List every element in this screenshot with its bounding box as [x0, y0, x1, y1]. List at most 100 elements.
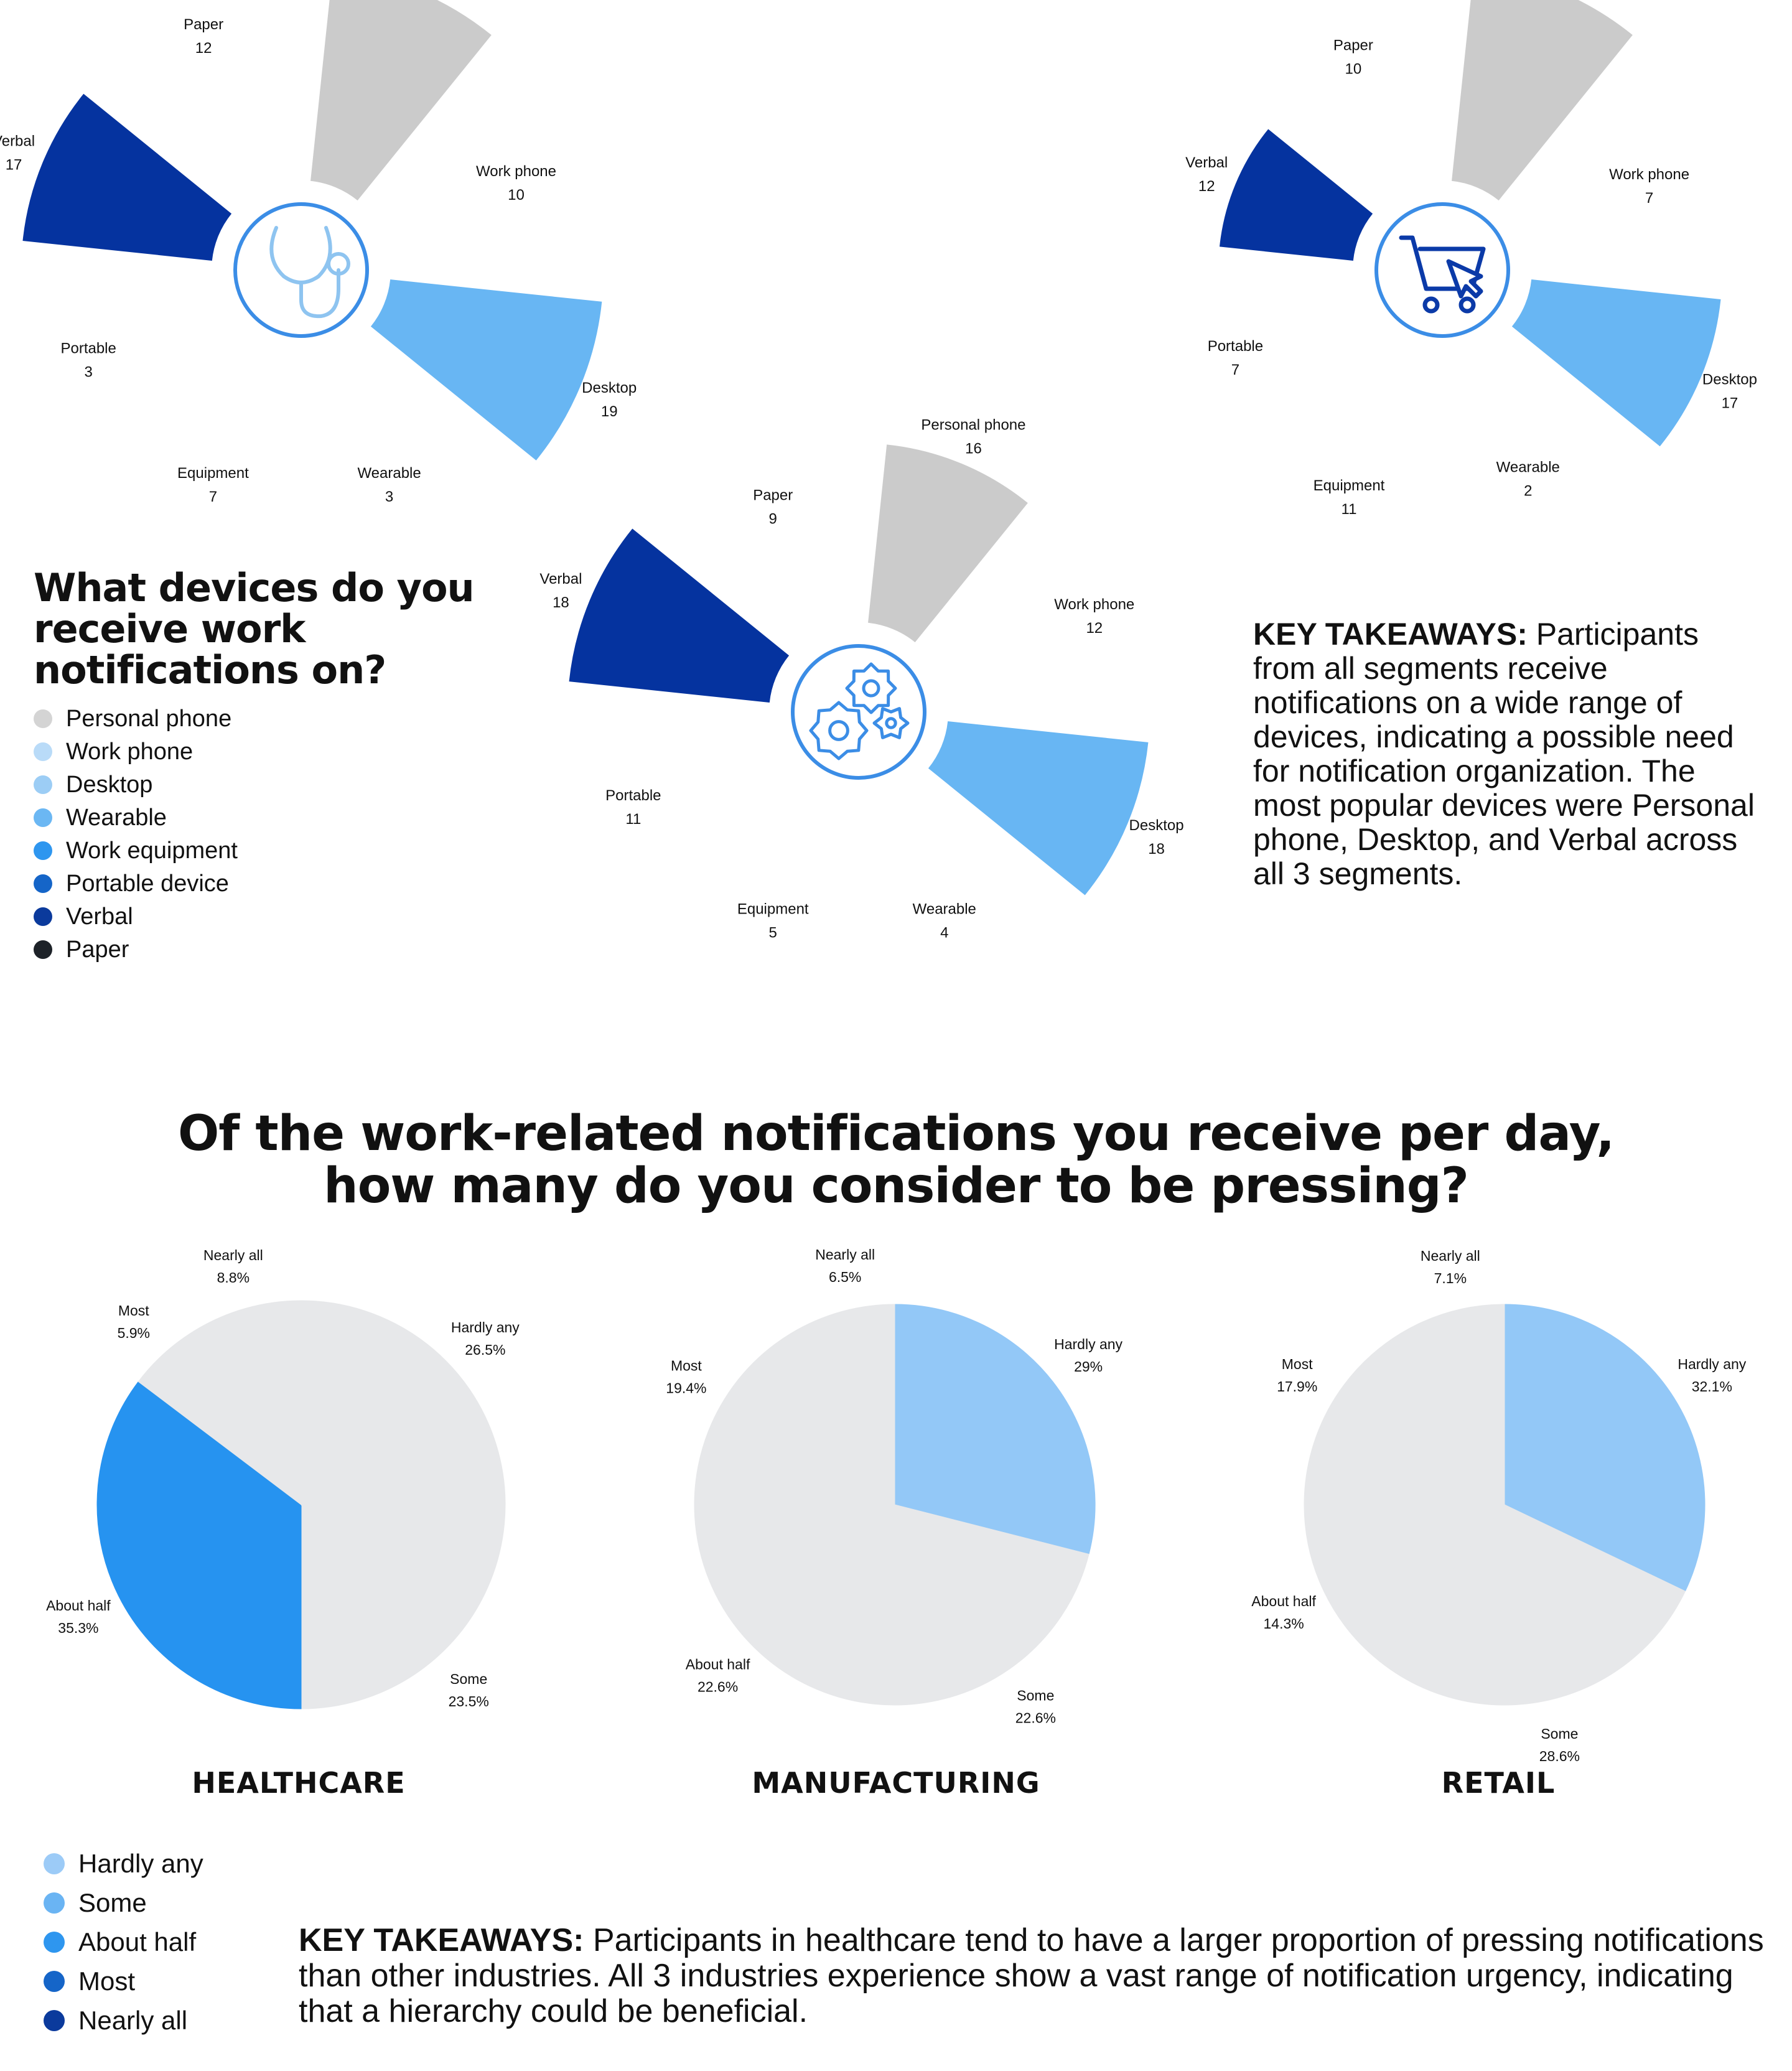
- radial-value-portable: 3: [84, 364, 92, 381]
- industry-label-healthcare: HEALTHCARE: [192, 1766, 406, 1800]
- pie-label-most: Most: [1282, 1356, 1313, 1372]
- pie-value-some: 22.6%: [1015, 1709, 1056, 1726]
- pie-chart-healthcare: Hardly any 26.5% Some 23.5% About half 35.3% M…: [46, 1247, 520, 1709]
- legend-label: Wearable: [66, 804, 167, 831]
- pie-label-some: Some: [450, 1671, 487, 1687]
- gears-icon: [809, 662, 910, 760]
- radial-label-equipment: Equipment: [1314, 477, 1385, 494]
- pie-value-about-half: 35.3%: [58, 1620, 98, 1636]
- pie-label-about-half: About half: [686, 1657, 750, 1673]
- pie-label-some: Some: [1017, 1687, 1054, 1703]
- radial-label-work-phone: Work phone: [476, 163, 556, 180]
- pressing-question-title: Of the work-related notifications you re…: [0, 1108, 1792, 1212]
- radial-bar-personal-phone: [310, 0, 492, 201]
- shopping-cart-icon: [1399, 235, 1486, 314]
- pie-value-hardly-any: 26.5%: [465, 1342, 505, 1358]
- takeaway-label: KEY TAKEAWAYS:: [1253, 617, 1528, 652]
- industry-label-retail: RETAIL: [1441, 1766, 1556, 1800]
- legend-item-desktop: Desktop: [34, 769, 152, 800]
- legend-swatch: [34, 841, 52, 860]
- pie-slice-about-half: [1304, 1504, 1506, 1662]
- stethoscope-ring: [233, 202, 369, 338]
- radial-value-equipment: 11: [1342, 501, 1357, 518]
- pie-chart-retail: Hardly any 32.1% Some 28.6% About half 14.3% M…: [1251, 1248, 1746, 1761]
- radial-value-wearable: 2: [1524, 483, 1532, 500]
- radial-label-wearable: Wearable: [357, 465, 421, 482]
- radial-label-paper: Paper: [753, 487, 793, 503]
- pie-value-hardly-any: 29%: [1074, 1358, 1103, 1375]
- radial-label-verbal: Verbal: [539, 571, 582, 587]
- pie-slice-some: [1379, 1504, 1686, 1706]
- pie-label-most: Most: [671, 1358, 702, 1374]
- legend-label: Nearly all: [78, 2006, 188, 2035]
- legend-item-most: Most: [44, 1966, 135, 1997]
- radial-value-verbal: 18: [553, 594, 569, 611]
- radial-value-verbal: 17: [6, 157, 22, 174]
- legend-label: Hardly any: [78, 1849, 203, 1878]
- legend-item-hardly-any: Hardly any: [44, 1848, 203, 1879]
- pie-value-nearly-all: 6.5%: [829, 1269, 861, 1285]
- radial-value-portable: 7: [1231, 362, 1239, 378]
- takeaway-label-2: KEY TAKEAWAYS:: [299, 1922, 584, 1958]
- radial-value-work-phone: 7: [1645, 190, 1653, 207]
- industry-label-manufacturing: MANUFACTURING: [752, 1766, 1040, 1800]
- pie-label-hardly-any: Hardly any: [1678, 1356, 1746, 1372]
- radial-bar-personal-phone: [1452, 0, 1633, 201]
- radial-label-paper: Paper: [184, 16, 223, 33]
- pie-slice-most: [1304, 1323, 1505, 1505]
- shopping-cart-ring: [1374, 202, 1510, 338]
- radial-chart-retail: Personal phone19Work phone7Desktop17Wear…: [1185, 0, 1757, 518]
- radial-label-paper: Paper: [1333, 37, 1373, 54]
- radial-value-paper: 12: [195, 40, 212, 57]
- radial-label-equipment: Equipment: [737, 901, 809, 918]
- radial-label-verbal: Verbal: [1185, 154, 1228, 171]
- radial-label-desktop: Desktop: [582, 380, 637, 396]
- radial-bar-personal-phone: [868, 444, 1028, 643]
- devices-legend: Personal phone Work phone Desktop Wearable W…: [34, 703, 345, 965]
- radial-value-desktop: 18: [1148, 841, 1165, 858]
- legend-item-some: Some: [44, 1887, 147, 1919]
- pie-value-about-half: 14.3%: [1263, 1615, 1304, 1632]
- radial-bar-desktop: [1511, 279, 1721, 447]
- legend-item-work-phone: Work phone: [34, 736, 193, 767]
- legend-swatch: [34, 940, 52, 959]
- pie-slice-nearly-all: [1417, 1304, 1505, 1505]
- legend-swatch: [34, 742, 52, 761]
- pie-value-about-half: 22.6%: [698, 1679, 738, 1695]
- legend-item-personal-phone: Personal phone: [34, 703, 231, 734]
- legend-swatch: [34, 874, 52, 893]
- pie-slice-hardly-any: [1504, 1304, 1706, 1592]
- radial-value-verbal: 12: [1198, 178, 1215, 195]
- pie-value-most: 19.4%: [666, 1380, 706, 1396]
- radial-label-work-phone: Work phone: [1054, 596, 1134, 613]
- radial-label-wearable: Wearable: [1496, 459, 1560, 476]
- legend-item-paper: Paper: [34, 934, 129, 965]
- radial-value-equipment: 7: [209, 489, 217, 505]
- pie-slice-some: [301, 1504, 505, 1709]
- pressing-title-line-2: how many do you consider to be pressing?: [324, 1158, 1469, 1214]
- pie-value-most: 17.9%: [1277, 1378, 1317, 1395]
- pie-slice-nearly-all: [194, 1300, 302, 1506]
- radial-label-work-phone: Work phone: [1609, 166, 1689, 183]
- radial-bar-verbal: [569, 528, 790, 703]
- pie-label-most: Most: [118, 1302, 149, 1319]
- legend-swatch: [44, 1892, 65, 1914]
- radial-bar-desktop: [928, 721, 1149, 895]
- legend-item-wearable: Wearable: [34, 802, 167, 833]
- legend-swatch: [34, 808, 52, 827]
- pie-slice-about-half: [694, 1504, 895, 1705]
- device-radial-charts: Personal phone19Work phone10Desktop19Wea…: [0, 0, 1757, 942]
- radial-value-equipment: 5: [769, 925, 777, 942]
- radial-value-work-phone: 10: [508, 187, 525, 203]
- pie-slice-most: [694, 1320, 895, 1517]
- pie-value-hardly-any: 32.1%: [1692, 1378, 1732, 1395]
- legend-item-portable-device: Portable device: [34, 868, 229, 899]
- pie-slice-nearly-all: [814, 1304, 895, 1505]
- takeaway-text-2: Participants in healthcare tend to have …: [299, 1922, 1764, 2029]
- legend-label: Portable device: [66, 870, 229, 897]
- pie-label-nearly-all: Nearly all: [815, 1246, 875, 1263]
- radial-label-equipment: Equipment: [177, 465, 249, 482]
- legend-label: Personal phone: [66, 705, 232, 732]
- radial-label-portable: Portable: [1208, 338, 1263, 355]
- pie-value-nearly-all: 8.8%: [217, 1269, 250, 1286]
